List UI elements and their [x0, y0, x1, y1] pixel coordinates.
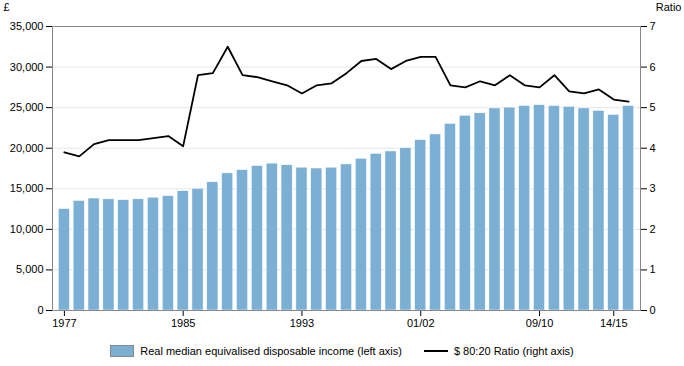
svg-text:20,000: 20,000 [10, 142, 44, 154]
svg-text:5: 5 [650, 101, 656, 113]
svg-text:£: £ [4, 1, 10, 13]
svg-text:7: 7 [650, 20, 656, 32]
svg-text:14/15: 14/15 [600, 317, 628, 329]
html-text:$ 80:20 Ratio (right axis): $ 80:20 Ratio (right axis) [453, 345, 574, 357]
svg-text:2: 2 [650, 223, 656, 235]
svg-text:30,000: 30,000 [10, 61, 44, 73]
svg-text:1993: 1993 [290, 317, 314, 329]
svg-text:35,000: 35,000 [10, 20, 44, 32]
svg-text:1977: 1977 [52, 317, 76, 329]
svg-text:0: 0 [650, 304, 656, 316]
svg-text:15,000: 15,000 [10, 182, 44, 194]
svg-text:25,000: 25,000 [10, 101, 44, 113]
svg-text:01/02: 01/02 [407, 317, 435, 329]
svg-text:09/10: 09/10 [526, 317, 554, 329]
svg-text:Ratio: Ratio [656, 1, 682, 13]
svg-text:5,000: 5,000 [16, 263, 44, 275]
svg-text:1985: 1985 [171, 317, 195, 329]
svg-text:4: 4 [650, 142, 656, 154]
svg-text:10,000: 10,000 [10, 223, 44, 235]
svg-text:6: 6 [650, 61, 656, 73]
svg-text:0: 0 [37, 304, 43, 316]
svg-text:1: 1 [650, 263, 656, 275]
svg-text:3: 3 [650, 182, 656, 194]
html-text:Real median equivalised dispos: Real median equivalised disposable incom… [140, 345, 402, 357]
